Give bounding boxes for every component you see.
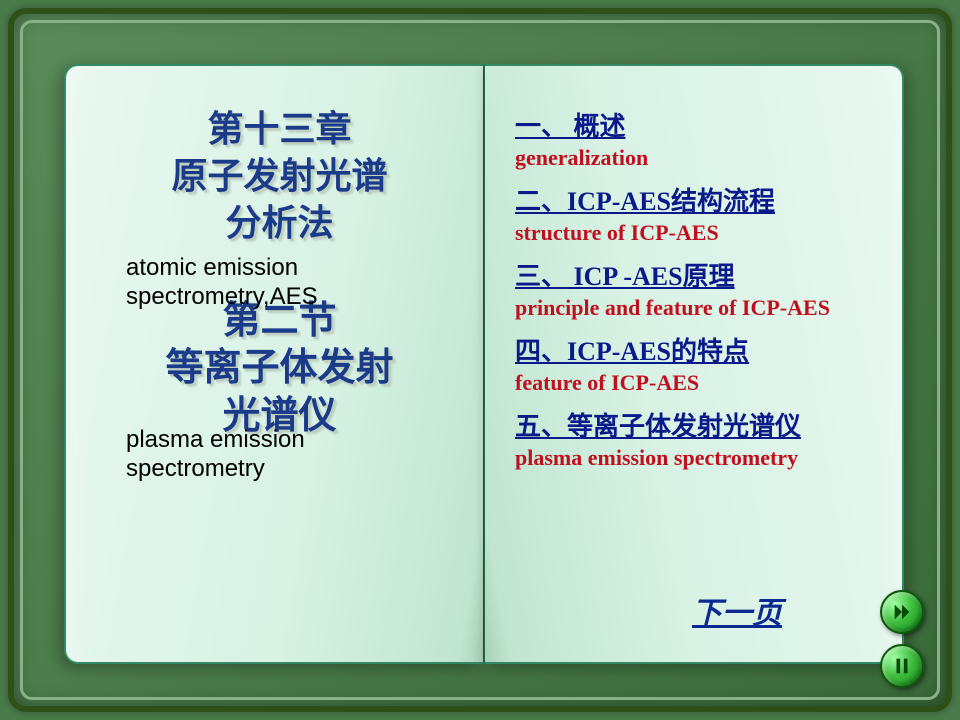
pause-button[interactable] — [880, 644, 924, 688]
toc-link-2[interactable]: 二、ICP-AES结构流程 — [515, 181, 775, 218]
pause-icon — [891, 655, 913, 677]
chapter-english: atomic emission spectrometry,AES — [106, 254, 453, 312]
section-en-1: plasma emission — [126, 426, 453, 455]
book: 第十三章 原子发射光谱 分析法 atomic emission spectrom… — [64, 64, 904, 674]
chapter-en-2: spectrometry,AES — [126, 283, 453, 312]
toc-link-1[interactable]: 一、 概述 — [515, 106, 626, 143]
section-line-2: 等离子体发射 — [106, 345, 453, 393]
chapter-line-2: 原子发射光谱 — [106, 153, 453, 200]
toc-sub-2: structure of ICP-AES — [515, 220, 872, 246]
chapter-en-1: atomic emission — [126, 254, 453, 283]
toc-link-4[interactable]: 四、ICP-AES的特点 — [515, 331, 749, 368]
toc-sub-3: principle and feature of ICP-AES — [515, 295, 872, 321]
toc-list: 一、 概述generalization 二、ICP-AES结构流程structur… — [515, 106, 872, 471]
toc-link-3[interactable]: 三、 ICP -AES原理 — [515, 256, 735, 293]
book-right-page: 一、 概述generalization 二、ICP-AES结构流程structur… — [484, 64, 904, 664]
toc-item: 三、 ICP -AES原理principle and feature of IC… — [515, 256, 872, 321]
chapter-title: 第十三章 原子发射光谱 分析法 — [106, 106, 453, 246]
toc-sub-4: feature of ICP-AES — [515, 370, 872, 396]
nav-buttons — [880, 590, 924, 688]
next-page-link[interactable]: 下一页 — [692, 588, 782, 632]
section-english: plasma emission spectrometry — [106, 426, 453, 484]
chapter-line-1: 第十三章 — [106, 106, 453, 153]
toc-item: 二、ICP-AES结构流程structure of ICP-AES — [515, 181, 872, 246]
toc-item: 一、 概述generalization — [515, 106, 872, 171]
toc-link-5[interactable]: 五、等离子体发射光谱仪 — [515, 406, 801, 443]
section-title: 第二节 等离子体发射 光谱仪 — [106, 298, 453, 441]
chapter-line-3: 分析法 — [106, 200, 453, 247]
toc-sub-5: plasma emission spectrometry — [515, 445, 872, 471]
forward-button[interactable] — [880, 590, 924, 634]
slide-frame: 第十三章 原子发射光谱 分析法 atomic emission spectrom… — [8, 8, 952, 712]
toc-item: 五、等离子体发射光谱仪plasma emission spectrometry — [515, 406, 872, 471]
book-left-page: 第十三章 原子发射光谱 分析法 atomic emission spectrom… — [64, 64, 484, 664]
section-en-2: spectrometry — [126, 455, 453, 484]
forward-icon — [891, 601, 913, 623]
toc-sub-1: generalization — [515, 145, 872, 171]
toc-item: 四、ICP-AES的特点feature of ICP-AES — [515, 331, 872, 396]
